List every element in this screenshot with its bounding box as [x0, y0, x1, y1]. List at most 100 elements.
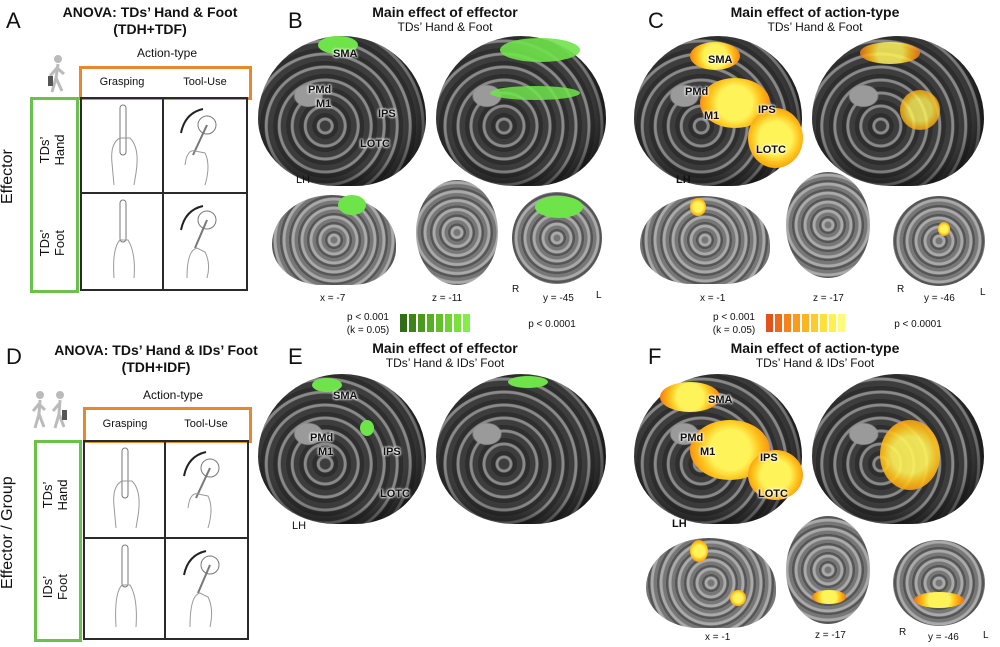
panel-c-pbar-right: p < 0.0001 [894, 319, 942, 330]
panel-d-grid-vline [164, 440, 166, 638]
panel-b-sagittal-slice [272, 195, 396, 285]
orient-r: R [512, 284, 520, 295]
panel-f-activation [660, 382, 720, 412]
pbar-left-2: (k = 0.05) [346, 325, 390, 336]
orient-r: R [899, 627, 907, 638]
panel-c-activation [690, 198, 706, 216]
panel-c-pbar-left: p < 0.001 (k = 0.05) [704, 311, 764, 337]
roi-lotc: LOTC [756, 144, 786, 156]
panel-e-activation [312, 378, 342, 392]
panel-b-colorbar [400, 314, 470, 332]
panel-f-activation [690, 540, 708, 562]
hemisphere-label: LH [296, 174, 311, 186]
panel-d-header-tooluse: Tool-Use [184, 418, 228, 430]
coord-x: x = -7 [320, 293, 346, 304]
panel-c-activation [748, 108, 803, 168]
panel-a-effector-box [30, 97, 79, 293]
panel-b-title: Main effect of effector [372, 4, 518, 20]
coord-y: y = -46 [924, 293, 955, 304]
panel-e-brain-medial [436, 374, 606, 524]
hand-tool-icon [183, 451, 220, 529]
roi-lotc: LOTC [380, 488, 410, 500]
panel-f-sagittal-slice [646, 538, 776, 628]
panel-f-activation [880, 420, 940, 490]
roi-sma: SMA [333, 390, 358, 402]
orient-l: L [980, 287, 986, 298]
panel-c-activation [900, 90, 940, 130]
panel-a-header-grasping: Grasping [99, 76, 145, 88]
roi-ips: IPS [758, 104, 776, 116]
panel-a-col-axis: Action-type [136, 46, 198, 60]
hemisphere-label: LH [672, 518, 687, 530]
hand-grasp-icon [111, 104, 138, 186]
colorbar-step [802, 314, 809, 332]
panel-f-subtitle: TDs’ Hand & IDs’ Foot [755, 356, 875, 370]
orient-r: R [897, 284, 905, 295]
colorbar-step [793, 314, 800, 332]
hemisphere-label: LH [676, 174, 691, 186]
panel-c-activation [690, 42, 740, 70]
panel-label-a: A [6, 8, 21, 33]
hand-tool-icon [180, 108, 217, 186]
panel-f-activation [914, 592, 964, 608]
coord-y: y = -45 [543, 293, 574, 304]
panel-b-activation [500, 38, 580, 62]
colorbar-step [454, 314, 461, 332]
roi-m1: M1 [316, 98, 332, 110]
panel-f-axial-slice [786, 516, 870, 624]
panel-a-row-hand: TDs’ Hand [37, 134, 67, 166]
panel-b-activation [490, 86, 580, 100]
coord-z: z = -11 [432, 293, 463, 304]
roi-pmd: PMd [308, 84, 332, 96]
panel-b-activation [535, 196, 583, 218]
two-figures-icon [31, 391, 67, 429]
roi-sma: SMA [708, 394, 733, 406]
roi-m1: M1 [704, 110, 720, 122]
panel-a-title-line2: (TDH+TDF) [113, 21, 187, 37]
colorbar-step [820, 314, 827, 332]
panel-b-brain-lateral [258, 36, 426, 186]
colorbar-step [838, 314, 845, 332]
panel-e-activation [360, 420, 374, 436]
panel-b-activation [318, 36, 358, 54]
panel-a-grid-hline [80, 192, 246, 194]
panel-label-b: B [288, 8, 303, 33]
panel-c-axial-slice [786, 172, 870, 278]
panel-c-activation [938, 222, 950, 236]
hand-grasp-icon [113, 447, 140, 529]
panel-label-c: C [648, 8, 664, 33]
colorbar-step [829, 314, 836, 332]
colorbar-step [418, 314, 425, 332]
panel-c-coronal-slice [893, 196, 985, 286]
orient-l: L [596, 290, 602, 301]
panel-b-axial-slice [416, 180, 498, 285]
colorbar-step [409, 314, 416, 332]
panel-a-row-foot: TDs’ Foot [37, 229, 67, 257]
foot-grasp-icon [115, 544, 137, 628]
colorbar-step [811, 314, 818, 332]
colorbar-step [766, 314, 773, 332]
panel-b-brain-medial [436, 36, 606, 186]
panel-d-header-grasping: Grasping [102, 418, 148, 430]
panel-a-grid [80, 97, 248, 291]
panel-d-grid [83, 440, 249, 640]
panel-a-header-tooluse: Tool-Use [183, 76, 227, 88]
roi-lotc: LOTC [758, 488, 788, 500]
roi-pmd: PMd [685, 86, 709, 98]
panel-d-grid-hline [83, 537, 247, 539]
colorbar-step [445, 314, 452, 332]
roi-ips: IPS [760, 452, 778, 464]
coord-x: x = -1 [700, 293, 726, 304]
panel-d-effector-box [34, 440, 82, 642]
panel-d-title: ANOVA: TDs’ Hand & IDs’ Foot (TDH+IDF) [36, 342, 276, 376]
panel-label-f: F [648, 344, 662, 369]
panel-d-row-axis: Effector / Group [0, 476, 16, 589]
panel-f-activation [812, 590, 846, 604]
roi-ips: IPS [378, 108, 396, 120]
panel-d-row-foot: IDs’ Foot [40, 574, 70, 601]
roi-sma: SMA [333, 48, 358, 60]
coord-x: x = -1 [705, 632, 731, 643]
panel-d-title-line2: (TDH+IDF) [121, 359, 191, 375]
panel-label-e: E [288, 344, 303, 369]
coord-z: z = -17 [815, 630, 846, 641]
